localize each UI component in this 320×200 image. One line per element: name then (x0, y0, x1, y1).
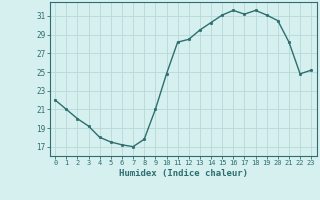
X-axis label: Humidex (Indice chaleur): Humidex (Indice chaleur) (119, 169, 248, 178)
